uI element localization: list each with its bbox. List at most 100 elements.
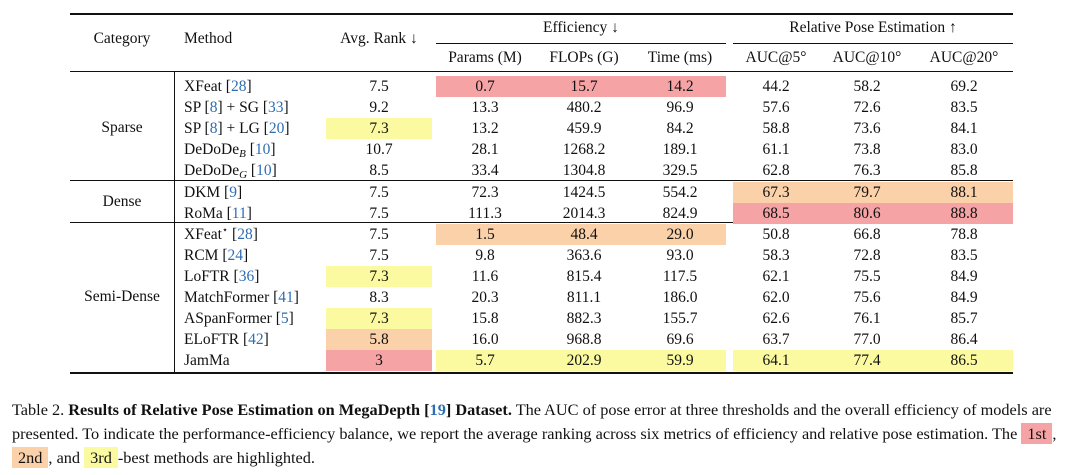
value-cell: 64.1	[733, 350, 819, 371]
citation-link: 20	[268, 120, 285, 137]
value-cell: 815.4	[566, 268, 602, 285]
citation-link: 5	[280, 310, 289, 327]
value-cell: 8.3	[369, 289, 389, 306]
method-name: ASpanFormer [5]	[184, 310, 294, 327]
efficiency-underline	[436, 43, 726, 44]
value-cell: 882.3	[566, 310, 602, 327]
table-caption: Table 2. Results of Relative Pose Estima…	[12, 400, 1057, 468]
value-cell: 72.8	[853, 247, 881, 264]
value-cell: 80.6	[819, 203, 915, 224]
value-cell: 61.1	[762, 141, 790, 158]
value-cell: 84.2	[666, 120, 694, 137]
citation-link: 28	[230, 78, 247, 95]
value-cell: 202.9	[534, 350, 634, 371]
pose-underline	[733, 43, 1013, 44]
value-cell: 15.7	[534, 76, 634, 97]
value-cell: 77.4	[819, 350, 915, 371]
value-cell: 5.7	[436, 350, 534, 371]
citation-link: 41	[278, 289, 294, 306]
value-cell: 189.1	[662, 141, 698, 158]
header-avg-rank: Avg. Rank ↓	[340, 30, 418, 47]
value-cell: 66.8	[853, 226, 881, 243]
citation-link: 9	[229, 184, 237, 201]
value-cell: 7.5	[369, 205, 389, 222]
value-cell: 155.7	[662, 310, 698, 327]
value-cell: 58.3	[762, 247, 790, 264]
value-cell: 84.1	[950, 120, 978, 137]
header-pose: Relative Pose Estimation ↑	[789, 19, 957, 36]
legend-third-chip: 3rd	[84, 447, 118, 468]
value-cell: 2014.3	[562, 205, 606, 222]
value-cell: 1268.2	[562, 141, 606, 158]
caption-label: Table 2.	[12, 400, 65, 419]
method-name: XFeat⋆ [28]	[184, 224, 258, 243]
value-cell: 363.6	[566, 247, 602, 264]
value-cell: 76.1	[853, 310, 881, 327]
value-cell: 84.9	[950, 289, 978, 306]
value-cell: 7.3	[326, 308, 432, 329]
value-cell: 48.4	[534, 224, 634, 245]
value-cell: 83.0	[950, 141, 978, 158]
value-cell: 58.2	[853, 78, 881, 95]
value-cell: 75.6	[853, 289, 881, 306]
value-cell: 3	[326, 350, 432, 371]
value-cell: 8.5	[369, 162, 389, 179]
citation-link: 28	[237, 226, 253, 243]
header-rule	[70, 71, 1013, 72]
value-cell: 78.8	[950, 226, 978, 243]
value-cell: 7.5	[369, 184, 389, 201]
method-name: DeDoDeB [10]	[184, 141, 276, 160]
method-name: ELoFTR [42]	[184, 331, 269, 348]
value-cell: 84.9	[950, 268, 978, 285]
method-superscript: ⋆	[221, 224, 229, 236]
value-cell: 96.9	[666, 99, 694, 116]
value-cell: 76.3	[853, 162, 881, 179]
citation-link: 24	[227, 247, 244, 264]
method-subscript: G	[239, 169, 248, 181]
value-cell: 1.5	[436, 224, 534, 245]
value-cell: 85.7	[950, 310, 978, 327]
value-cell: 73.6	[853, 120, 881, 137]
value-cell: 14.2	[634, 76, 726, 97]
value-cell: 7.3	[326, 118, 432, 139]
value-cell: 13.2	[471, 120, 499, 137]
value-cell: 16.0	[471, 331, 499, 348]
method-name: XFeat [28]	[184, 78, 252, 95]
value-cell: 68.5	[733, 203, 819, 224]
category-dense: Dense	[102, 193, 142, 210]
method-name: RoMa [11]	[184, 205, 252, 222]
caption-title: Results of Relative Pose Estimation on M…	[68, 400, 512, 419]
value-cell: 93.0	[666, 247, 694, 264]
value-cell: 83.5	[950, 99, 978, 116]
value-cell: 72.3	[471, 184, 499, 201]
value-cell: 86.4	[950, 331, 978, 348]
header-params: Params (M)	[448, 49, 522, 66]
value-cell: 57.6	[762, 99, 790, 116]
value-cell: 13.3	[471, 99, 499, 116]
citation-link: 8	[209, 99, 218, 116]
value-cell: 1424.5	[562, 184, 606, 201]
category-sparse: Sparse	[101, 119, 143, 136]
bottom-rule	[70, 372, 1013, 374]
citation-link: 11	[231, 205, 247, 222]
citation-link: 42	[248, 331, 264, 348]
legend-first-chip: 1st	[1021, 423, 1053, 444]
value-cell: 79.7	[819, 182, 915, 203]
value-cell: 554.2	[662, 184, 698, 201]
value-cell: 0.7	[436, 76, 534, 97]
value-cell: 10.7	[365, 141, 393, 158]
header-auc5: AUC@5°	[745, 49, 807, 66]
value-cell: 88.8	[915, 203, 1013, 224]
value-cell: 73.8	[853, 141, 881, 158]
value-cell: 58.8	[762, 120, 790, 137]
value-cell: 11.6	[471, 268, 499, 285]
value-cell: 329.5	[662, 162, 698, 179]
value-cell: 1304.8	[562, 162, 606, 179]
value-cell: 85.8	[950, 162, 978, 179]
citation-link: 36	[238, 268, 255, 285]
value-cell: 111.3	[468, 205, 502, 222]
value-cell: 824.9	[662, 205, 698, 222]
value-cell: 44.2	[762, 78, 790, 95]
method-subscript: B	[239, 148, 246, 160]
value-cell: 86.5	[915, 350, 1013, 371]
